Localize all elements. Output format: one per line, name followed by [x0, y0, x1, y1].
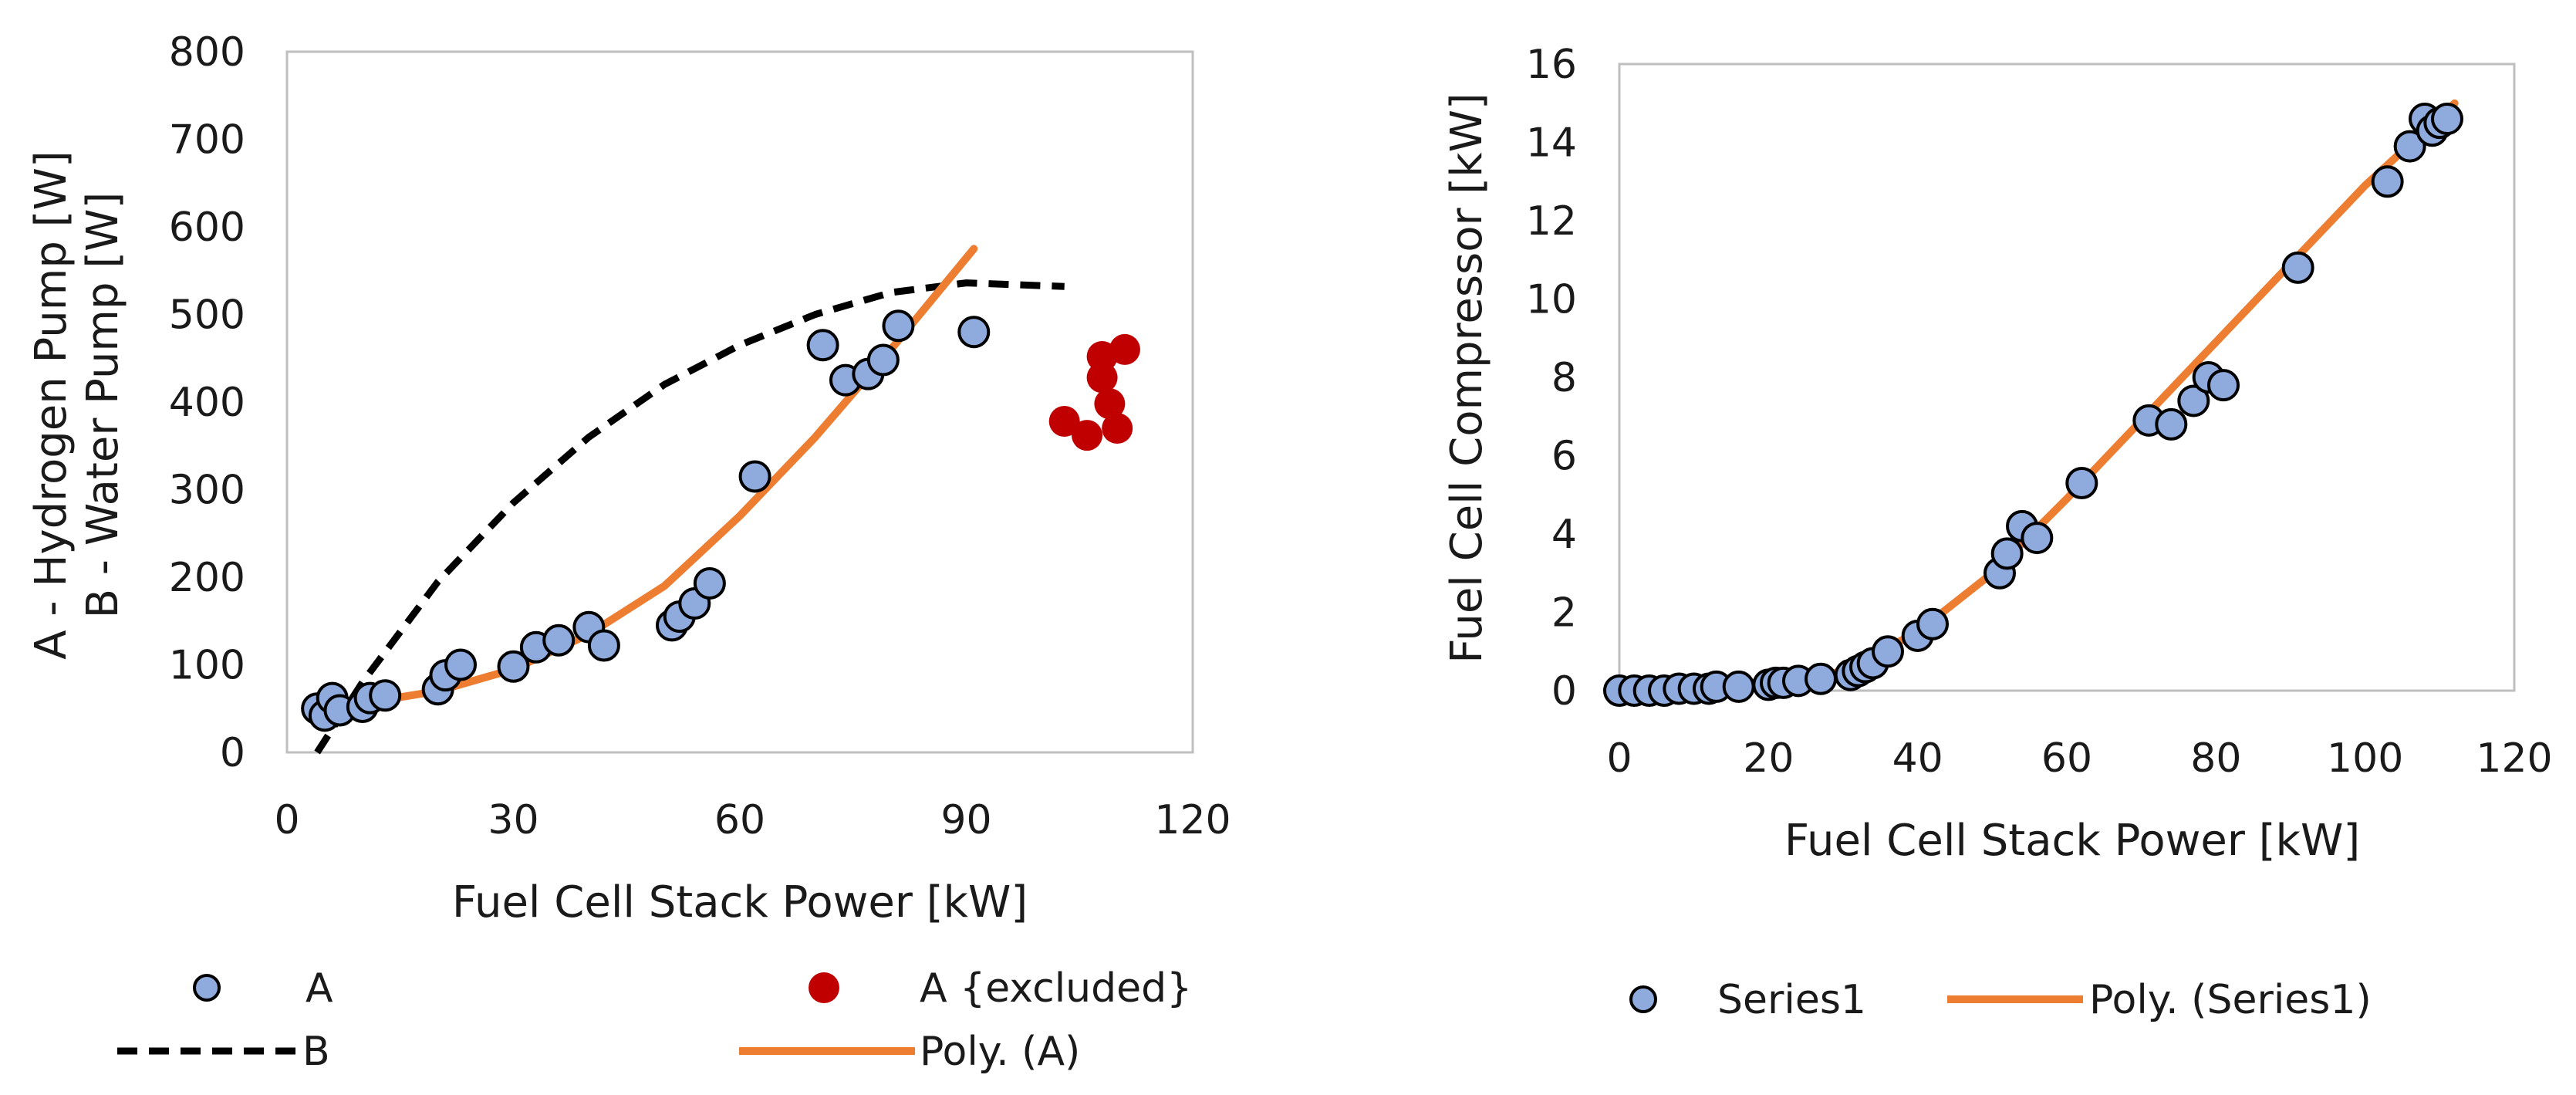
point-a — [369, 679, 402, 712]
y-tick-label: 100 — [169, 643, 245, 689]
point-a — [882, 309, 915, 343]
legend-marker-A — [193, 974, 221, 1002]
x-tick-label: 20 — [1743, 735, 1794, 782]
y-tick-label: 14 — [1526, 120, 1577, 167]
y-tick-label: 200 — [169, 555, 245, 601]
point-series1 — [1722, 670, 1755, 703]
point-series1 — [1872, 635, 1904, 668]
x-axis-title-left: Fuel Cell Stack Power [kW] — [452, 877, 1028, 928]
legend-marker-A-excluded — [809, 972, 839, 1003]
y-tick-label: 12 — [1526, 198, 1577, 245]
chart-left: 0 100 200 300 400 500 600 700 800 0 30 60 90 120 Fue… — [26, 29, 1231, 1075]
y-tick-label: 400 — [169, 380, 245, 426]
x-tick-label: 80 — [2190, 735, 2241, 782]
legend-left: A A {excluded} B Poly. (A) — [117, 965, 1192, 1075]
legend-right: Series1 Poly. (Series1) — [1629, 977, 2372, 1023]
point-series1 — [2065, 467, 2098, 500]
x-axis-title-right: Fuel Cell Stack Power [kW] — [1784, 816, 2360, 866]
x-tick-label: 30 — [488, 797, 538, 843]
point-series1 — [1990, 537, 2024, 570]
point-a — [957, 316, 991, 349]
point-a — [866, 343, 900, 377]
legend-label-A-excluded: A {excluded} — [920, 965, 1192, 1012]
point-series1 — [2393, 130, 2426, 163]
y-tick-label: 500 — [169, 292, 245, 339]
legend-marker-series1 — [1629, 985, 1657, 1013]
y-tick-label: 700 — [169, 117, 245, 164]
point-a-excluded — [1102, 413, 1133, 444]
x-tick-label: 100 — [2327, 735, 2403, 782]
point-a — [497, 650, 530, 683]
point-series1 — [2021, 522, 2054, 555]
point-series1 — [2155, 407, 2188, 441]
legend-label-poly-A: Poly. (A) — [920, 1029, 1080, 1075]
y-tick-label: 800 — [169, 29, 245, 76]
y-tick-label: 10 — [1526, 277, 1577, 323]
x-tick-label: 40 — [1892, 735, 1943, 782]
line-b — [314, 279, 1065, 755]
y-axis-title-left-line2: B - Water Pump [W] — [78, 192, 128, 619]
legend-label-A: A — [306, 965, 333, 1012]
y-axis-title-left-line1: A - Hydrogen Pump [W] — [26, 150, 76, 660]
point-series1 — [1805, 662, 1837, 695]
point-a — [693, 566, 726, 600]
point-a-excluded — [1048, 405, 1080, 437]
y-axis-title-right: Fuel Cell Compressor [kW] — [1442, 93, 1492, 664]
point-a — [444, 648, 478, 681]
point-a-excluded — [1109, 333, 1140, 365]
y-tick-label: 300 — [169, 468, 245, 514]
y-tick-label: 0 — [220, 730, 245, 776]
x-tick-label: 60 — [2041, 735, 2092, 782]
point-series1 — [2431, 103, 2463, 136]
y-tick-label: 2 — [1551, 590, 1577, 637]
x-tick-label: 0 — [1606, 735, 1632, 782]
y-tick-label: 6 — [1551, 434, 1577, 480]
y-tick-label: 4 — [1551, 512, 1577, 558]
point-a — [542, 624, 576, 657]
legend-label-series1: Series1 — [1717, 977, 1866, 1023]
point-a-excluded — [1072, 420, 1103, 451]
x-tick-label: 0 — [274, 797, 299, 843]
point-series1 — [2177, 384, 2210, 417]
plot-area-right — [1618, 63, 2516, 692]
y-tick-label: 0 — [1551, 668, 1577, 715]
x-tick-label: 60 — [714, 797, 765, 843]
point-series1 — [2371, 165, 2404, 198]
point-series1 — [2281, 251, 2314, 284]
line-poly-series1 — [1615, 99, 2459, 693]
plot-area-left — [285, 50, 1194, 754]
legend-label-B: B — [302, 1029, 330, 1075]
x-tick-label: 90 — [940, 797, 991, 843]
point-a-excluded — [1086, 362, 1118, 394]
y-tick-label: 8 — [1551, 355, 1577, 401]
point-series1 — [1916, 607, 1949, 640]
legend-label-poly-series1: Poly. (Series1) — [2089, 977, 2372, 1023]
point-a — [738, 460, 771, 493]
point-a — [806, 329, 839, 362]
point-series1 — [2207, 369, 2240, 402]
x-tick-label: 120 — [1154, 797, 1231, 843]
chart-right: 0 2 4 6 8 10 12 14 16 0 20 40 60 80 100 120 Fuel Cell … — [1442, 42, 2553, 1023]
y-tick-label: 16 — [1526, 42, 1577, 88]
line-poly-a — [320, 245, 978, 711]
point-a-excluded — [1094, 388, 1126, 420]
point-a — [587, 629, 620, 662]
y-tick-label: 600 — [169, 204, 245, 251]
x-tick-label: 120 — [2476, 735, 2552, 782]
